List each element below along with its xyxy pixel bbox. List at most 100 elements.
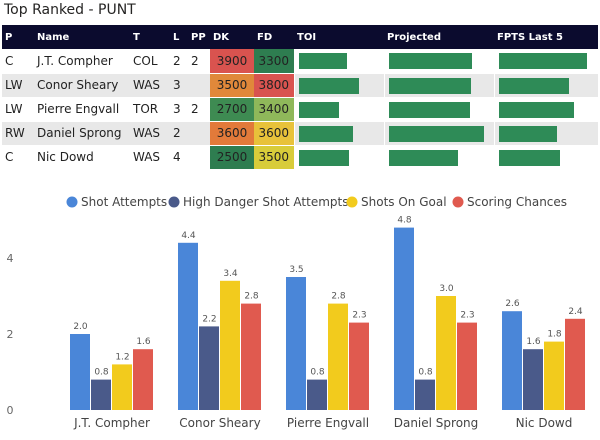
dk-salary-cell: 3900 [210,49,254,74]
name-cell: J.T. Compher [34,49,130,74]
bar-0-3 [394,227,414,410]
toi-bar-cell [293,49,384,74]
y-tick-label: 2 [7,328,14,341]
data-label: 3.5 [289,265,303,275]
bar-0-4 [502,311,522,410]
fpts-bar-cell [493,145,598,170]
legend-marker-0 [66,196,78,208]
table-row[interactable]: C J.T. Compher COL 2 2 3900 3300 [2,49,598,74]
table-header-row: P Name T L PP DK FD TOI Projected FPTS L… [2,25,598,49]
projected-bar-cell [383,145,494,170]
toi-bar-cell [293,97,384,122]
x-tick-label: J.T. Compher [73,416,150,430]
legend-label-0: Shot Attempts [81,195,167,209]
position-cell: C [2,145,34,170]
pp-cell [188,145,210,170]
fd-salary-cell: 3300 [254,49,294,74]
projected-bar [388,149,458,166]
col-header-toi[interactable]: TOI [294,25,384,49]
team-cell: WAS [130,121,170,146]
y-tick-label: 4 [7,252,14,265]
col-header-projected[interactable]: Projected [384,25,494,49]
page-title: Top Ranked - PUNT [4,2,136,18]
data-label: 1.6 [526,337,541,347]
name-cell: Nic Dowd [34,145,130,170]
col-header-line[interactable]: L [170,25,188,49]
pp-cell [188,73,210,98]
data-label: 2.4 [568,307,583,317]
projected-bar-cell [383,97,494,122]
x-tick-label: Nic Dowd [516,416,573,430]
table-row[interactable]: C Nic Dowd WAS 4 2500 3500 [2,145,598,170]
bar-1-3 [415,379,435,410]
projected-bar-cell [383,49,494,74]
data-label: 1.8 [547,330,562,340]
data-label: 2.0 [73,322,88,332]
projected-bar-cell [383,73,494,98]
line-cell: 3 [170,97,188,122]
legend-label-3: Scoring Chances [467,195,567,209]
fpts-bar [498,101,574,118]
col-header-fd[interactable]: FD [254,25,294,49]
bar-2-4 [544,341,564,410]
y-tick-label: 0 [7,404,14,417]
col-header-fpts[interactable]: FPTS Last 5 [494,25,598,49]
name-cell: Daniel Sprong [34,121,130,146]
data-label: 0.8 [418,368,433,378]
data-label: 3.4 [223,269,238,279]
col-header-pp[interactable]: PP [188,25,210,49]
data-label: 4.8 [397,216,412,226]
data-label: 2.8 [331,292,346,302]
bar-3-1 [241,303,261,410]
position-cell: LW [2,97,34,122]
fpts-bar [498,53,587,69]
fd-salary-cell: 3600 [254,121,294,146]
x-tick-label: Conor Sheary [179,416,260,430]
legend-label-1: High Danger Shot Attempts [183,195,348,209]
fd-salary-cell: 3800 [254,73,294,98]
line-cell: 4 [170,145,188,170]
toi-bar [298,77,359,94]
toi-bar-cell [293,145,384,170]
table-row[interactable]: LW Conor Sheary WAS 3 3500 3800 [2,73,598,98]
projected-bar [388,101,470,118]
fpts-bar [498,149,560,166]
legend-label-2: Shots On Goal [361,195,447,209]
data-label: 0.8 [310,368,325,378]
data-label: 4.4 [181,231,196,241]
name-cell: Conor Sheary [34,73,130,98]
line-cell: 2 [170,49,188,74]
data-label: 2.3 [460,311,474,321]
position-cell: RW [2,121,34,146]
fd-salary-cell: 3500 [254,145,294,170]
legend-marker-2 [346,196,358,208]
bar-1-2 [307,379,327,410]
table-row[interactable]: LW Pierre Engvall TOR 3 2 2700 3400 [2,97,598,122]
players-table: P Name T L PP DK FD TOI Projected FPTS L… [2,25,598,170]
fpts-bar [498,77,569,94]
col-header-team[interactable]: T [130,25,170,49]
fpts-bar-cell [493,73,598,98]
data-label: 1.6 [136,337,151,347]
pp-cell [188,121,210,146]
bar-1-0 [91,379,111,410]
bar-3-4 [565,318,585,410]
bar-2-1 [220,280,240,410]
team-cell: TOR [130,97,170,122]
bar-0-2 [286,277,306,410]
data-label: 1.2 [115,352,129,362]
table-row[interactable]: RW Daniel Sprong WAS 2 3600 3600 [2,121,598,146]
toi-bar [298,125,353,142]
col-header-dk[interactable]: DK [210,25,254,49]
name-cell: Pierre Engvall [34,97,130,122]
bar-2-3 [436,296,456,410]
projected-bar [388,125,484,142]
position-cell: LW [2,73,34,98]
position-cell: C [2,49,34,74]
col-header-position[interactable]: P [2,25,34,49]
data-label: 2.2 [202,314,216,324]
col-header-name[interactable]: Name [34,25,130,49]
dk-salary-cell: 2700 [210,97,254,122]
player-stats-bar-chart: Shot Attempts High Danger Shot Attempts Sh… [7,195,585,430]
bar-3-2 [349,322,369,410]
